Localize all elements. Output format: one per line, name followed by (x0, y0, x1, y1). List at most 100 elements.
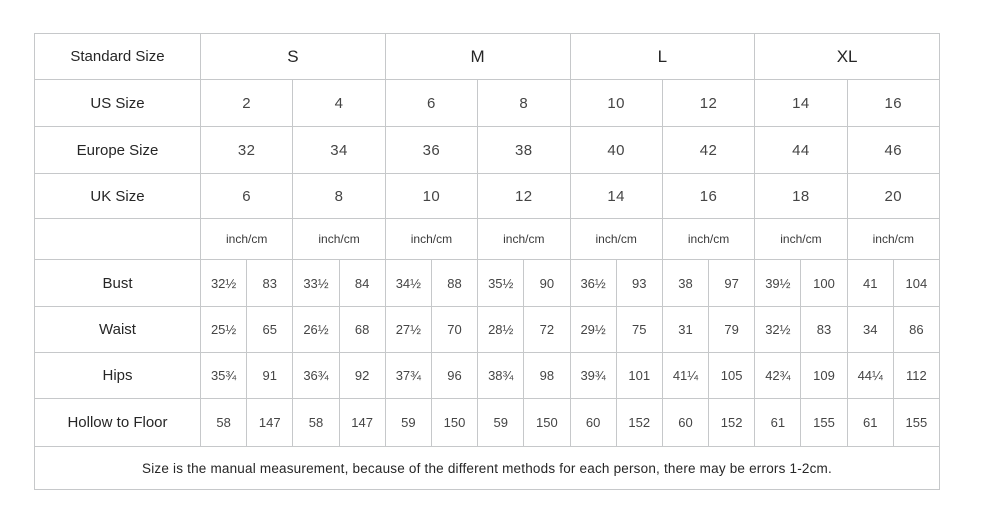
measure-cell-inch: 33½ (292, 259, 340, 307)
unit-cell: inch/cm (384, 218, 479, 260)
size-cell: 40 (569, 126, 663, 174)
size-cell: 8 (292, 173, 386, 219)
measure-cell-cm: 150 (523, 398, 571, 447)
empty-cell (34, 218, 201, 260)
size-cell: 46 (846, 126, 941, 174)
measure-cell-cm: 98 (523, 352, 571, 399)
size-cell: 20 (846, 173, 941, 219)
size-cell: 38 (477, 126, 571, 174)
measure-cell-cm: 147 (246, 398, 294, 447)
size-group-s: S (200, 33, 386, 80)
measure-cell-inch: 58 (199, 398, 248, 447)
table-row-uk-size: UK Size 6 8 10 12 14 16 18 20 (34, 173, 941, 219)
measure-cell-cm: 84 (338, 259, 386, 307)
size-cell: 16 (661, 173, 756, 219)
measure-cell-cm: 104 (892, 259, 941, 307)
measure-cell-inch: 32½ (199, 259, 248, 307)
measure-cell-cm: 83 (800, 306, 848, 353)
measure-cell-inch: 28½ (477, 306, 525, 353)
measure-cell-inch: 39½ (754, 259, 802, 307)
measure-cell-inch: 38¾ (477, 352, 525, 399)
measure-cell-cm: 147 (338, 398, 386, 447)
measure-cell-cm: 75 (615, 306, 663, 353)
unit-cell: inch/cm (846, 218, 941, 260)
size-cell: 10 (569, 79, 663, 127)
size-group-xl: XL (754, 33, 940, 80)
table-row-hips: Hips 35¾ 91 36¾ 92 37¾ 96 38¾ 98 39¾ 101… (34, 352, 941, 399)
measure-cell-cm: 152 (615, 398, 663, 447)
table-row-hollow-to-floor: Hollow to Floor 58 147 58 147 59 150 59 … (34, 398, 941, 447)
measure-cell-inch: 60 (569, 398, 617, 447)
corner-label: Standard Size (34, 33, 201, 80)
measure-cell-inch: 61 (846, 398, 894, 447)
measure-cell-inch: 38 (661, 259, 710, 307)
measure-cell-cm: 68 (338, 306, 386, 353)
measure-cell-inch: 58 (292, 398, 340, 447)
row-label-bust: Bust (34, 259, 201, 307)
unit-cell: inch/cm (661, 218, 756, 260)
table-row-waist: Waist 25½ 65 26½ 68 27½ 70 28½ 72 29½ 75… (34, 306, 941, 353)
measure-cell-inch: 37¾ (384, 352, 432, 399)
measure-cell-cm: 97 (708, 259, 756, 307)
measure-cell-inch: 59 (477, 398, 525, 447)
measure-cell-cm: 79 (708, 306, 756, 353)
size-group-m: M (384, 33, 571, 80)
measure-cell-inch: 36¾ (292, 352, 340, 399)
size-cell: 10 (384, 173, 479, 219)
measure-cell-cm: 96 (430, 352, 479, 399)
size-cell: 4 (292, 79, 386, 127)
table-row-us-size: US Size 2 4 6 8 10 12 14 16 (34, 79, 941, 127)
measure-cell-cm: 83 (246, 259, 294, 307)
size-cell: 8 (477, 79, 571, 127)
size-cell: 2 (199, 79, 294, 127)
measure-cell-cm: 105 (708, 352, 756, 399)
size-cell: 32 (199, 126, 294, 174)
footer-note: Size is the manual measurement, because … (34, 446, 940, 490)
measure-cell-cm: 65 (246, 306, 294, 353)
unit-cell: inch/cm (292, 218, 386, 260)
unit-cell: inch/cm (199, 218, 294, 260)
measure-cell-inch: 61 (754, 398, 802, 447)
unit-cell: inch/cm (754, 218, 848, 260)
measure-cell-inch: 27½ (384, 306, 432, 353)
size-cell: 42 (661, 126, 756, 174)
measure-cell-cm: 88 (430, 259, 479, 307)
size-chart: Standard Size S M L XL US Size 2 4 6 8 1… (34, 33, 941, 490)
table-row-bust: Bust 32½ 83 33½ 84 34½ 88 35½ 90 36½ 93 … (34, 259, 941, 307)
table-row-europe-size: Europe Size 32 34 36 38 40 42 44 46 (34, 126, 941, 174)
measure-cell-inch: 44¼ (846, 352, 894, 399)
measure-cell-cm: 155 (892, 398, 941, 447)
size-cell: 34 (292, 126, 386, 174)
size-cell: 14 (754, 79, 848, 127)
measure-cell-inch: 36½ (569, 259, 617, 307)
size-cell: 16 (846, 79, 941, 127)
unit-cell: inch/cm (569, 218, 663, 260)
measure-cell-inch: 59 (384, 398, 432, 447)
measure-cell-inch: 39¾ (569, 352, 617, 399)
size-cell: 12 (477, 173, 571, 219)
measure-cell-inch: 29½ (569, 306, 617, 353)
measure-cell-inch: 34 (846, 306, 894, 353)
measure-cell-cm: 92 (338, 352, 386, 399)
unit-cell: inch/cm (477, 218, 571, 260)
table-row-standard-size: Standard Size S M L XL (34, 33, 940, 80)
size-cell: 6 (384, 79, 479, 127)
measure-cell-cm: 152 (708, 398, 756, 447)
size-cell: 12 (661, 79, 756, 127)
row-label-waist: Waist (34, 306, 201, 353)
measure-cell-cm: 93 (615, 259, 663, 307)
measure-cell-cm: 100 (800, 259, 848, 307)
measure-cell-cm: 70 (430, 306, 479, 353)
measure-cell-cm: 109 (800, 352, 848, 399)
measure-cell-cm: 91 (246, 352, 294, 399)
size-cell: 36 (384, 126, 479, 174)
row-label-europe-size: Europe Size (34, 126, 201, 174)
measure-cell-cm: 112 (892, 352, 941, 399)
measure-cell-cm: 86 (892, 306, 941, 353)
measure-cell-inch: 35¾ (199, 352, 248, 399)
table-row-footer: Size is the manual measurement, because … (34, 446, 940, 490)
measure-cell-inch: 25½ (199, 306, 248, 353)
measure-cell-inch: 42¾ (754, 352, 802, 399)
measure-cell-cm: 101 (615, 352, 663, 399)
size-cell: 18 (754, 173, 848, 219)
